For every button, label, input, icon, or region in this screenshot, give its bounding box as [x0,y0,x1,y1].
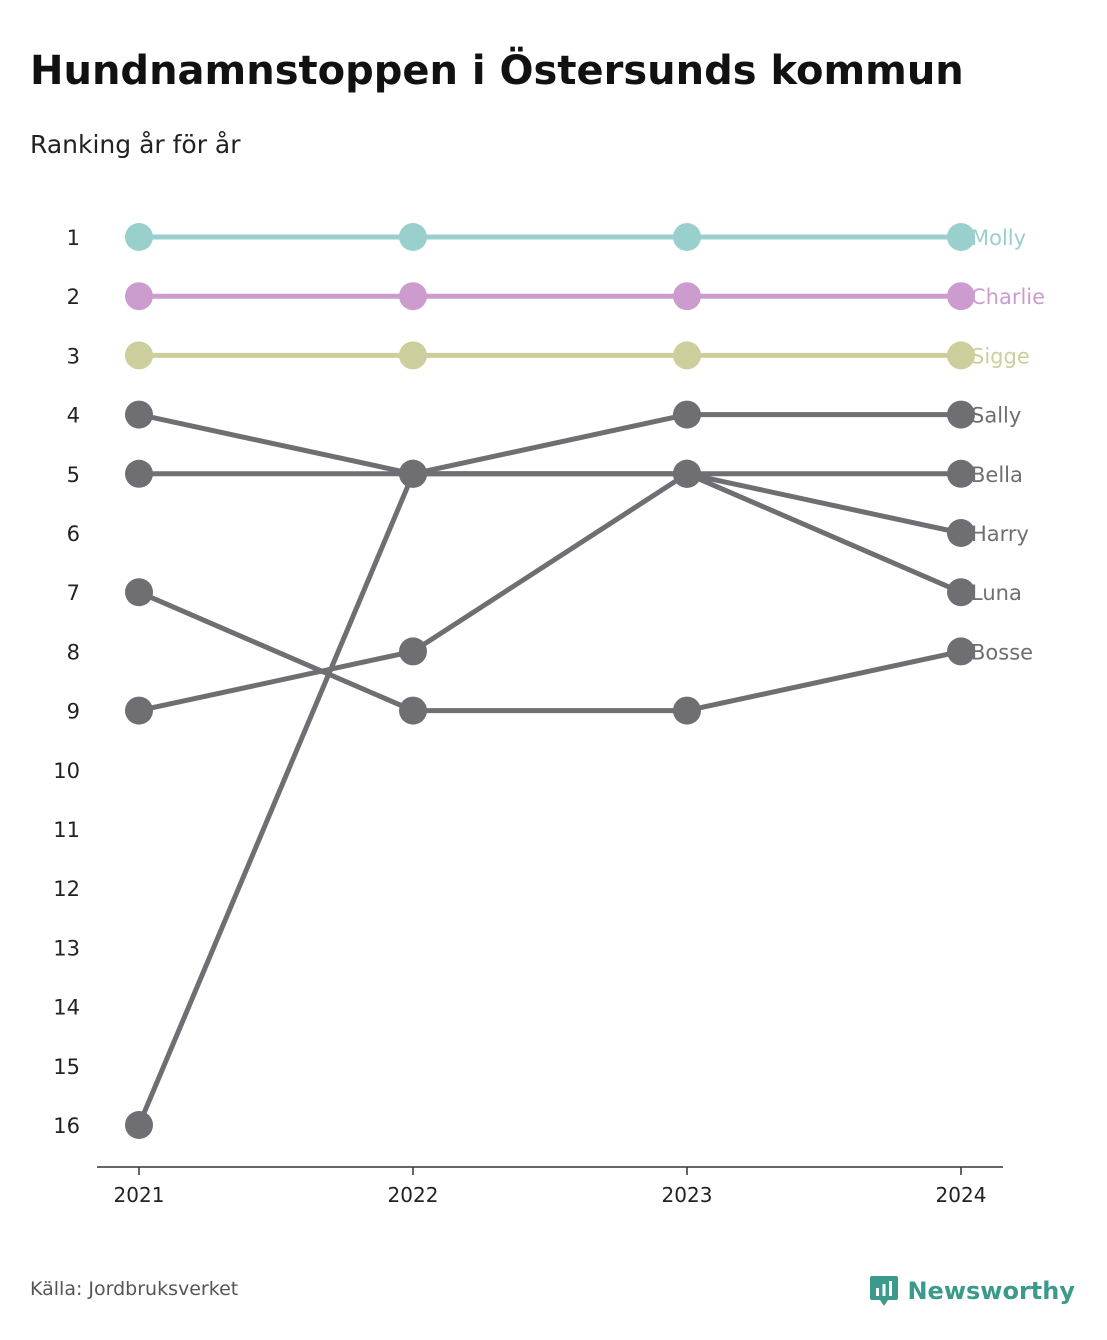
point-charlie-2023 [673,282,701,311]
x-tick-label: 2022 [388,1183,439,1207]
y-tick-label: 14 [53,996,80,1020]
point-sigge-2021 [125,341,153,370]
series-luna: Luna [125,400,1022,607]
point-bosse-2022 [399,696,427,725]
point-sally-2021 [125,1111,153,1139]
y-tick-label: 11 [53,818,80,842]
series-layer: Sally Bella Harry Luna Bosse Molly Charlie Sigg… [125,223,1045,1139]
y-tick-label: 6 [67,522,80,546]
point-sigge-2022 [399,341,427,370]
series-line-bosse [136,589,964,714]
newsworthy-icon [870,1276,899,1306]
series-harry: Harry [125,459,1029,725]
y-tick-label: 2 [67,285,80,309]
point-charlie-2024 [947,282,975,311]
brand-name: Newsworthy [907,1277,1075,1305]
y-tick-label: 16 [53,1114,80,1138]
y-tick-label: 7 [67,581,80,605]
point-bosse-2024 [947,637,975,666]
point-molly-2024 [947,223,975,251]
point-bosse-2023 [673,696,701,725]
series-sally: Sally [125,400,1021,1139]
point-harry-2024 [947,519,975,547]
point-bosse-2021 [125,578,153,607]
point-charlie-2021 [125,282,153,311]
x-axis: 2021 2022 2023 2024 [97,1166,1003,1207]
chart-title: Hundnamnstoppen i Östersunds kommun [30,48,964,94]
series-sigge: Sigge [125,341,1030,370]
point-luna-2022 [399,459,427,488]
source-note: Källa: Jordbruksverket [30,1278,239,1300]
y-tick-label: 4 [67,404,80,428]
point-charlie-2022 [399,282,427,311]
series-molly: Molly [125,223,1026,251]
y-tick-label: 8 [67,640,80,664]
point-bella-2024 [947,459,975,488]
series-label-bosse: Bosse [971,640,1033,664]
y-tick-label: 3 [67,344,80,368]
point-sally-2023 [673,400,701,429]
series-label-bella: Bella [971,463,1023,487]
point-luna-2024 [947,578,975,607]
y-tick-label: 15 [53,1055,80,1079]
point-sally-2024 [947,400,975,429]
y-tick-label: 12 [53,877,80,901]
point-harry-2021 [125,696,153,725]
point-sigge-2023 [673,341,701,370]
point-luna-2021 [125,400,153,429]
series-line-sally [136,412,964,1128]
point-bella-2021 [125,459,153,488]
point-molly-2022 [399,223,427,251]
x-tick-label: 2024 [936,1183,987,1207]
series-label-sigge: Sigge [971,344,1030,368]
series-label-harry: Harry [971,522,1029,546]
series-bosse: Bosse [125,578,1033,725]
y-tick-label: 1 [67,226,80,250]
point-luna-2023 [673,459,701,488]
y-tick-label: 9 [67,700,80,724]
y-tick-label: 10 [53,759,80,783]
series-label-charlie: Charlie [971,285,1045,309]
point-molly-2023 [673,223,701,251]
brand-logo: Newsworthy [869,1274,1075,1308]
series-label-luna: Luna [971,581,1022,605]
y-tick-label: 13 [53,936,80,960]
series-line-luna [136,412,964,595]
chart-subtitle: Ranking år för år [30,130,241,159]
x-tick-label: 2021 [114,1183,165,1207]
y-tick-label: 5 [67,463,80,487]
point-molly-2021 [125,223,153,251]
series-line-harry [136,471,964,714]
point-harry-2022 [399,637,427,666]
series-label-molly: Molly [971,226,1026,250]
x-tick-label: 2023 [662,1183,713,1207]
series-label-sally: Sally [971,404,1021,428]
point-sigge-2024 [947,341,975,370]
series-charlie: Charlie [125,282,1045,311]
